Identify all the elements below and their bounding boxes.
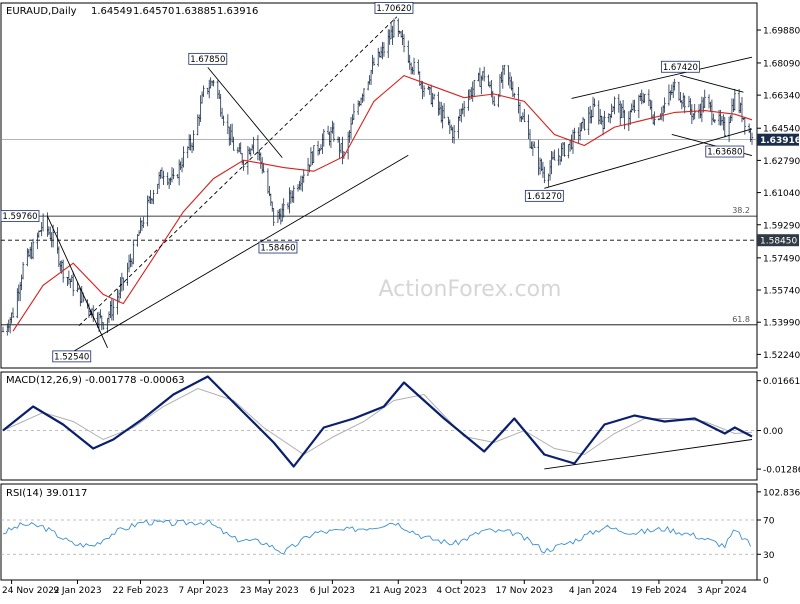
macd-y-tick-label: -0.012864 [763,466,800,476]
x-axis-tick-label: 21 Aug 2023 [369,586,427,596]
price-annotation-label: 1.52540 [54,352,89,362]
x-axis-tick-label: 7 Apr 2023 [179,586,229,596]
current-price-label: 1.63916 [760,136,800,146]
price-annotation-box [0,210,40,223]
x-axis-tick-label: 23 May 2023 [240,586,299,596]
price-pane: 1.69880 1.68090 1.66340 1.64540 1.62790 1.610… [0,2,800,363]
price-trendline [571,56,753,99]
price-trendline [71,154,409,353]
price-y-tick-label: 1.55740 [763,287,800,297]
price-y-tick-label: 1.52240 [763,351,800,361]
price-annotation-label: 1.63680 [707,148,742,158]
price-y-tick-label: 1.53990 [763,319,800,329]
price-y-tick-label: 1.59290 [763,221,800,231]
rsi-y-tick-label: 102.836 [763,488,800,498]
macd-line [2,375,753,468]
price-y-tick-label: 1.57490 [763,254,800,264]
rsi-y-tick-label: 30 [763,551,775,561]
rsi-pane-frame [0,483,758,581]
price-annotation-box [52,350,92,363]
price-annotation-box [258,241,298,254]
rsi-pane: 102.836 70 30 0 [1,488,800,587]
price-y-tick-label: 1.64540 [763,125,800,135]
price-annotation-label: 1.67850 [190,55,225,65]
price-annotation-box [660,60,700,73]
price-annotation-box [705,145,745,158]
x-axis-tick-label: 22 Feb 2023 [112,586,168,596]
price-trendline [680,74,744,93]
price-y-tick-label: 1.61040 [763,189,800,199]
price-trendline [544,128,753,189]
ohlc-high: 1.64570 [133,6,174,17]
price-annotation-label: 1.58460 [260,244,295,254]
macd-title: MACD(12,26,9) -0.001778 -0.00063 [6,375,185,386]
ohlc-header: 1.64549 1.64570 1.63885 1.63916 [91,6,258,17]
x-axis-tick-label: 24 Nov 2022 [2,586,60,596]
macd-pane: 0.016619 0.00 -0.012864 [1,375,800,476]
price-y-tick-label: 1.62790 [763,157,800,167]
moving-average-line [12,74,753,332]
macd-pane-frame [0,371,758,481]
price-annotation-box [374,2,414,14]
x-axis-tick-label: 9 Jan 2023 [53,586,101,596]
support-level-label: 1.58450 [760,237,797,247]
x-axis-tick-label: 19 Feb 2024 [631,586,687,596]
macd-y-tick-label: 0.00 [763,427,783,437]
x-axis-tick-label: 6 Jul 2023 [310,586,355,596]
x-axis-tick-label: 4 Oct 2023 [436,586,486,596]
fib-level-label: 61.8 [732,315,750,324]
price-annotation-box [524,189,564,202]
watermark: ActionForex.com [379,277,562,302]
price-trendline [46,215,108,348]
price-trendline [207,67,283,158]
ohlc-low: 1.63885 [175,6,216,17]
price-trendline [78,16,398,327]
price-annotation-label: 1.61270 [527,192,562,202]
price-annotation-box [188,52,228,65]
price-title: EURAUD,Daily [6,6,77,17]
x-axis-tick-label: 4 Jan 2024 [569,586,617,596]
support-level-badge [757,234,799,247]
ohlc-close: 1.63916 [217,6,258,17]
current-price-badge [757,133,799,146]
x-axis-tick-label: 3 Apr 2024 [697,586,747,596]
rsi-line [2,519,752,555]
ohlc-open: 1.64549 [91,6,132,17]
fib-level-label: 38.2 [732,206,750,215]
macd-trendline [544,439,753,470]
price-y-tick-label: 1.68090 [763,59,800,69]
price-annotation-label: 1.59760 [2,212,37,222]
x-axis-tick-label: 17 Nov 2023 [495,586,553,596]
rsi-y-tick-label: 70 [763,517,775,527]
rsi-title: RSI(14) 39.0117 [6,488,87,499]
price-y-tick-label: 1.66340 [763,92,800,102]
macd-y-tick-label: 0.016619 [763,377,800,387]
price-y-tick-label: 1.69880 [763,27,800,37]
price-annotation-label: 1.70620 [376,4,411,14]
price-annotation-label: 1.67420 [663,63,698,73]
rsi-y-tick-label: 0 [763,577,769,587]
